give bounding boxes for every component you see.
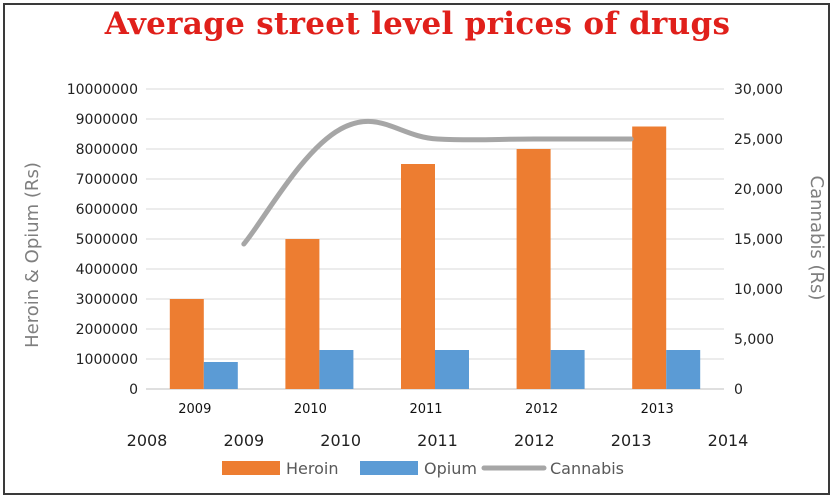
y2-tick-label: 20,000 (734, 182, 783, 198)
y2-tick-label: 5,000 (734, 332, 774, 348)
opium-bar (550, 350, 585, 389)
x2-tick-label: 2012 (514, 431, 555, 450)
category-label: 2009 (178, 402, 211, 417)
legend-label-opium: Opium (424, 459, 477, 478)
y-tick-label: 1000000 (76, 352, 138, 368)
y-tick-label: 7000000 (76, 172, 138, 188)
bars (169, 126, 701, 389)
category-label: 2010 (294, 402, 327, 417)
chart-title: Average street level prices of drugs (104, 6, 731, 42)
y-tick-label: 6000000 (76, 202, 138, 218)
opium-bar (319, 350, 354, 389)
x2-tick-label: 2008 (127, 431, 168, 450)
category-labels: 2009 2010 2011 2012 2013 (178, 402, 673, 417)
y-tick-label: 5000000 (76, 232, 138, 248)
y-tick-label: 8000000 (76, 142, 138, 158)
y2-tick-label: 25,000 (734, 132, 783, 148)
left-axis-ticks: 0 1000000 2000000 3000000 4000000 5000000 6000… (67, 82, 138, 398)
legend-label-heroin: Heroin (286, 459, 338, 478)
category-label: 2012 (525, 402, 558, 417)
x2-tick-label: 2014 (708, 431, 749, 450)
y-axis-title: Heroin & Opium (Rs) (22, 162, 43, 348)
y2-tick-label: 30,000 (734, 82, 783, 98)
y-tick-label: 10000000 (67, 82, 138, 98)
x2-tick-label: 2010 (320, 431, 361, 450)
y2-tick-label: 10,000 (734, 282, 783, 298)
y-tick-label: 2000000 (76, 322, 138, 338)
heroin-bar (285, 239, 320, 389)
y-tick-label: 0 (129, 382, 138, 398)
category-label: 2011 (409, 402, 442, 417)
x2-tick-label: 2009 (223, 431, 264, 450)
opium-bar (203, 362, 238, 389)
legend-label-cannabis: Cannabis (550, 459, 624, 478)
x2-tick-label: 2013 (611, 431, 652, 450)
x2-tick-label: 2011 (417, 431, 458, 450)
right-axis-ticks: 0 5,000 10,000 15,000 20,000 25,000 30,000 (734, 82, 783, 398)
heroin-bar (516, 149, 551, 389)
category-label: 2013 (641, 402, 674, 417)
y2-tick-label: 15,000 (734, 232, 783, 248)
opium-bar (666, 350, 701, 389)
heroin-bar (632, 126, 667, 389)
legend-swatch-opium (360, 461, 418, 475)
legend: Heroin Opium Cannabis (222, 459, 624, 478)
opium-bar (435, 350, 469, 389)
y2-tick-label: 0 (734, 382, 743, 398)
cannabis-line (241, 118, 634, 247)
cannabis-line-group (241, 118, 634, 247)
y-tick-label: 3000000 (76, 292, 138, 308)
y2-axis-title: Cannabis (Rs) (806, 176, 827, 301)
y-tick-label: 4000000 (76, 262, 138, 278)
legend-swatch-heroin (222, 461, 280, 475)
secondary-x-axis-ticks: 2008 2009 2010 2011 2012 2013 2014 (127, 431, 749, 450)
y-tick-label: 9000000 (76, 112, 138, 128)
heroin-bar (169, 299, 204, 389)
heroin-bar (401, 164, 435, 389)
